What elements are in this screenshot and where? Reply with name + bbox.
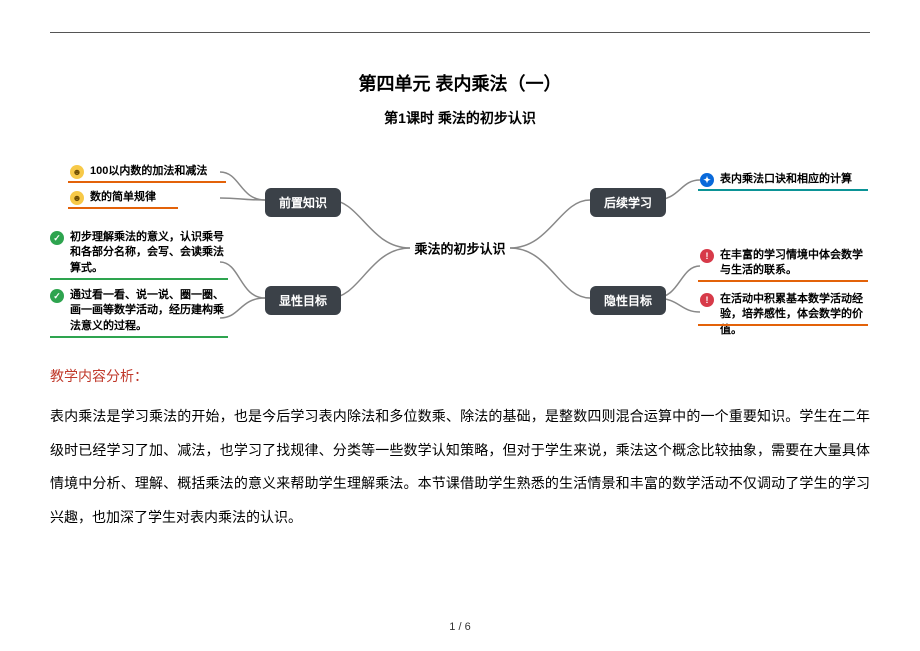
leaf-r3-text: 在活动中积累基本数学活动经验，培养感性，体会数学的价值。 <box>720 292 870 338</box>
underline-r2 <box>698 280 868 282</box>
leaf-l1-text: 100以内数的加法和减法 <box>90 164 207 179</box>
pill-explicit-goal: 显性目标 <box>265 286 341 315</box>
leaf-r2: ! 在丰富的学习情境中体会数学与生活的联系。 <box>700 248 870 279</box>
pill-prerequisite: 前置知识 <box>265 188 341 217</box>
center-node: 乘法的初步认识 <box>414 239 505 258</box>
underline-l1 <box>68 181 226 183</box>
leaf-r3: ! 在活动中积累基本数学活动经验，培养感性，体会数学的价值。 <box>700 292 870 338</box>
section-heading: 教学内容分析： <box>50 366 870 386</box>
alert-icon: ! <box>700 249 714 263</box>
mindmap-diagram: 乘法的初步认识 前置知识 显性目标 后续学习 隐性目标 ☻ 100以内数的加法和… <box>50 148 870 348</box>
leaf-l4: ✓ 通过看一看、说一说、圈一圈、画一画等数学活动，经历建构乘法意义的过程。 <box>50 288 230 334</box>
check-icon: ✓ <box>50 289 64 303</box>
pill-followup: 后续学习 <box>590 188 666 217</box>
underline-l2 <box>68 207 178 209</box>
alert-icon: ! <box>700 293 714 307</box>
pill-implicit-goal: 隐性目标 <box>590 286 666 315</box>
check-icon: ✓ <box>50 231 64 245</box>
leaf-r1-text: 表内乘法口诀和相应的计算 <box>720 172 852 187</box>
leaf-l4-text: 通过看一看、说一说、圈一圈、画一画等数学活动，经历建构乘法意义的过程。 <box>70 288 230 334</box>
unit-title: 第四单元 表内乘法（一） <box>50 70 870 96</box>
smile-icon: ☻ <box>70 165 84 179</box>
star-icon: ✦ <box>700 173 714 187</box>
underline-r3 <box>698 324 868 326</box>
underline-l4 <box>50 336 228 338</box>
body-paragraph: 表内乘法是学习乘法的开始，也是今后学习表内除法和多位数乘、除法的基础，是整数四则… <box>50 400 870 534</box>
underline-l3 <box>50 278 228 280</box>
leaf-l3: ✓ 初步理解乘法的意义，认识乘号和各部分名称，会写、会读乘法算式。 <box>50 230 230 276</box>
smile-icon: ☻ <box>70 191 84 205</box>
leaf-r2-text: 在丰富的学习情境中体会数学与生活的联系。 <box>720 248 870 279</box>
lesson-title: 第1课时 乘法的初步认识 <box>50 108 870 128</box>
leaf-l3-text: 初步理解乘法的意义，认识乘号和各部分名称，会写、会读乘法算式。 <box>70 230 230 276</box>
top-rule <box>50 32 870 33</box>
leaf-l1: ☻ 100以内数的加法和减法 <box>70 164 230 179</box>
leaf-l2-text: 数的简单规律 <box>90 190 156 205</box>
body-text: 表内乘法是学习乘法的开始，也是今后学习表内除法和多位数乘、除法的基础，是整数四则… <box>50 400 870 534</box>
page-number: 1 / 6 <box>0 621 920 633</box>
leaf-l2: ☻ 数的简单规律 <box>70 190 230 205</box>
underline-r1 <box>698 189 868 191</box>
leaf-r1: ✦ 表内乘法口诀和相应的计算 <box>700 172 870 187</box>
